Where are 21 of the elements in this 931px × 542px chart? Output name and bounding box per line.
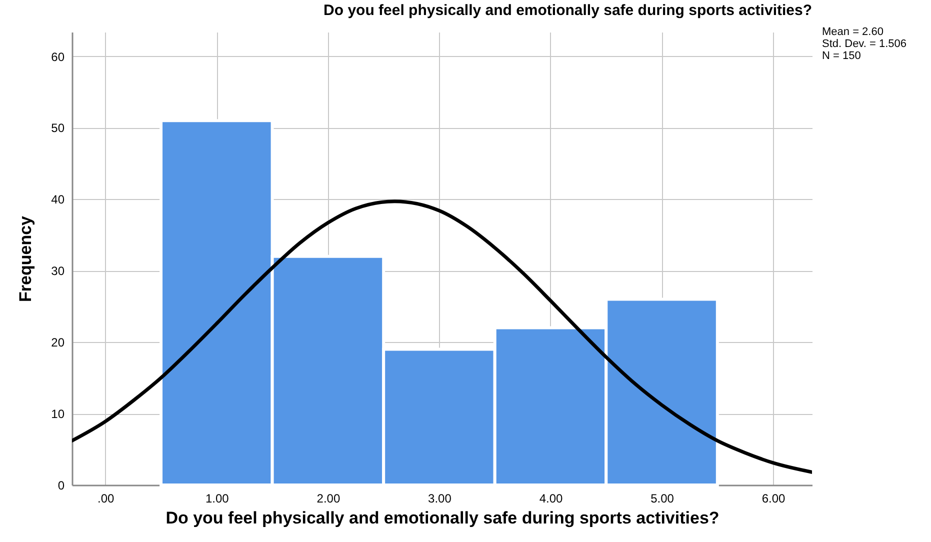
text: Mean = 2.60 (822, 26, 884, 38)
line-series (72, 200, 812, 474)
x-tick-label: 4.00 (539, 492, 563, 506)
text: N = 150 (822, 50, 861, 62)
text: Std. Dev. = 1.506 (822, 38, 906, 50)
y-tick-label: 20 (51, 336, 65, 350)
x-tick-label: 3.00 (428, 492, 452, 506)
x-tick-label: .00 (98, 492, 115, 506)
y-tick-label: 40 (51, 192, 65, 207)
x-tick-label: 5.00 (650, 492, 674, 506)
y-tick-label: 60 (51, 50, 65, 64)
x-axis-title: Do you feel physically and emotionally safe during sports activities? (166, 508, 720, 528)
y-tick-label: 50 (51, 121, 65, 136)
y-tick-label: 10 (51, 407, 65, 422)
y-tick-label: 0 (58, 478, 65, 492)
y-axis-title: Frequency (16, 215, 36, 302)
x-tick-label: 1.00 (205, 492, 230, 506)
x-tick-label: 6.00 (762, 492, 786, 506)
y-tick-label: 30 (51, 264, 65, 278)
chart-title: Do you feel physically and emotionally safe during sports activities? (324, 2, 812, 19)
x-tick-label: 2.00 (316, 492, 340, 506)
